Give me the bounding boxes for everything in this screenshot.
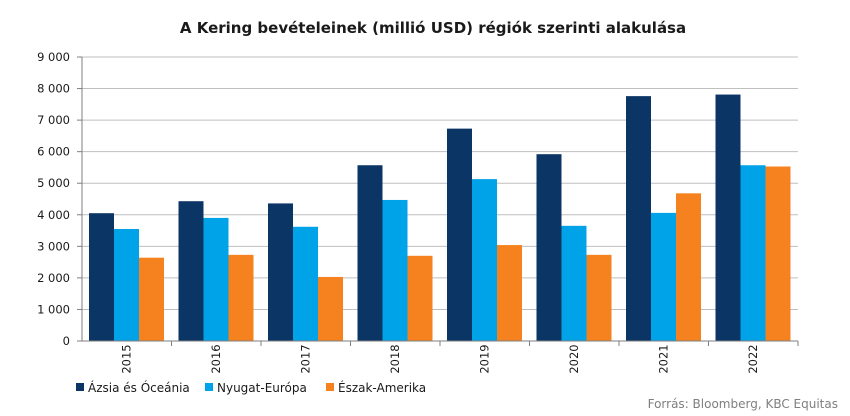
y-tick-label: 5 000 — [37, 176, 70, 190]
y-tick-label: 0 — [63, 334, 70, 348]
bar — [178, 201, 204, 341]
bar — [586, 254, 612, 341]
bar — [651, 212, 676, 341]
legend-label: Ázsia és Óceánia — [88, 380, 190, 395]
y-tick-label: 2 000 — [37, 271, 70, 285]
bar — [536, 154, 562, 341]
bar — [203, 217, 229, 341]
bar — [357, 165, 383, 341]
bar — [228, 254, 254, 341]
x-tick-label: 2015 — [119, 344, 133, 373]
bar — [268, 203, 293, 341]
legend-label: Nyugat-Európa — [217, 381, 307, 395]
legend-swatch — [326, 383, 334, 391]
bar — [715, 94, 741, 341]
bar — [676, 193, 701, 341]
bar — [561, 225, 587, 341]
y-tick-label: 3 000 — [37, 239, 70, 253]
bar — [139, 257, 164, 341]
y-tick-label: 1 000 — [37, 302, 70, 316]
x-tick-label: 2016 — [209, 344, 223, 373]
x-tick-label: 2018 — [388, 344, 402, 373]
x-tick-label: 2021 — [656, 344, 670, 373]
bar — [472, 179, 497, 341]
source-note: Forrás: Bloomberg, KBC Equitas — [648, 397, 838, 411]
bar — [114, 228, 139, 341]
bars — [89, 94, 791, 341]
bar — [407, 255, 433, 341]
bar — [382, 199, 408, 341]
chart-title: A Kering bevételeinek (millió USD) régió… — [180, 19, 686, 37]
x-tick-label: 2019 — [477, 344, 491, 373]
bar — [740, 165, 766, 341]
legend-swatch — [76, 383, 84, 391]
x-tick-label: 2017 — [298, 344, 312, 373]
bar — [497, 245, 522, 341]
bar — [765, 166, 791, 341]
y-tick-label: 9 000 — [37, 50, 70, 64]
y-tick-label: 6 000 — [37, 145, 70, 159]
y-tick-label: 7 000 — [37, 113, 70, 127]
bar — [318, 276, 343, 341]
bar — [626, 96, 651, 341]
legend-swatch — [205, 383, 213, 391]
x-tick-label: 2020 — [567, 344, 581, 373]
axes: 0 1 000 2 000 3 000 4 000 5 000 6 000 7 000 8 00… — [37, 50, 799, 374]
legend: Ázsia és Óceánia Nyugat-Európa Észak-Ameri… — [76, 380, 426, 395]
y-tick-label: 4 000 — [37, 208, 70, 222]
y-tick-label: 8 000 — [37, 82, 70, 96]
bar — [89, 213, 114, 341]
bar — [447, 128, 472, 341]
bar — [293, 226, 318, 341]
x-tick-label: 2022 — [746, 344, 760, 373]
legend-label: Észak-Amerika — [338, 380, 426, 395]
